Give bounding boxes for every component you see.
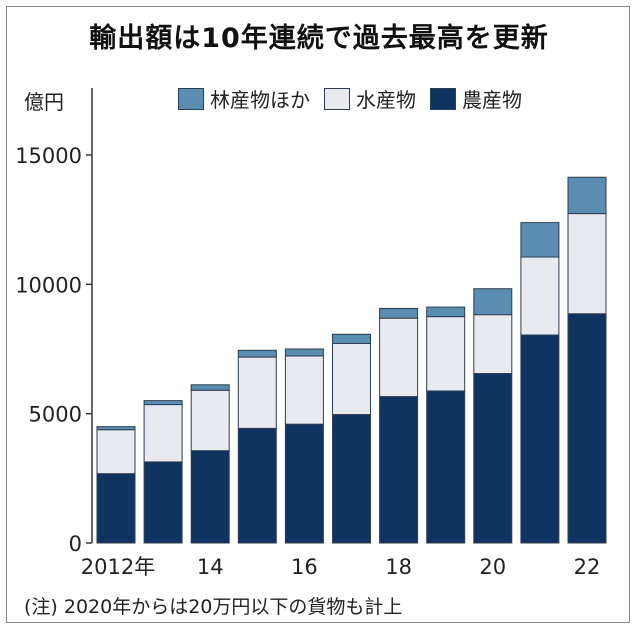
bar-2015-series-0	[237, 427, 277, 544]
bar-2012-series-1	[96, 429, 136, 475]
bar-2016-series-0	[284, 423, 324, 544]
bar-2020-series-0	[473, 373, 513, 544]
x-tick-label-2: 14	[197, 555, 224, 579]
bar-2022-series-0	[567, 313, 607, 544]
legend-item-forestry: 林産物ほか	[178, 84, 310, 113]
bar-2012-series-0	[96, 473, 136, 544]
bar-2017-series-1	[332, 342, 371, 416]
bar-2021-series-2	[520, 222, 560, 258]
bar-2012-series-2	[96, 426, 136, 431]
bar-2021-series-0	[520, 334, 560, 544]
bar-2013-series-1	[143, 404, 183, 463]
bar-2019-series-0	[426, 390, 466, 544]
x-tick-label-0: 2012年	[81, 555, 155, 579]
footnote: (注) 2020年からは20万円以下の貨物も計上	[24, 596, 403, 618]
bar-2018-series-1	[379, 317, 419, 398]
legend: 林産物ほか 水産物 農産物	[178, 84, 536, 113]
legend-swatch-agricultural	[430, 87, 456, 110]
y-tick-label-5000: 5000	[29, 403, 82, 427]
legend-swatch-marine	[324, 87, 350, 110]
bar-2015-series-1	[237, 356, 277, 429]
bar-2020-series-2	[473, 288, 513, 316]
bar-2019-series-2	[426, 306, 466, 318]
bar-2016-series-2	[284, 348, 324, 357]
bar-2014-series-1	[190, 389, 230, 452]
legend-label-forestry: 林産物ほか	[210, 88, 310, 112]
bar-2017-series-2	[332, 333, 371, 344]
bar-2014-series-2	[190, 384, 230, 391]
bar-2021-series-1	[520, 256, 560, 336]
bar-2022-series-1	[567, 213, 607, 315]
x-tick-label-6: 18	[385, 555, 412, 579]
legend-swatch-forestry	[178, 87, 204, 110]
chart-frame	[6, 6, 630, 623]
legend-item-marine: 水産物	[324, 84, 416, 113]
legend-item-agricultural: 農産物	[430, 84, 522, 113]
bar-2022-series-2	[567, 176, 607, 215]
x-tick-label-4: 16	[291, 555, 318, 579]
bar-2014-series-0	[190, 450, 230, 544]
y-tick-label-15000: 15000	[15, 144, 82, 168]
bar-2015-series-2	[237, 349, 277, 358]
x-tick-label-8: 20	[479, 555, 506, 579]
x-tick-label-10: 22	[574, 555, 601, 579]
bar-2013-series-2	[143, 400, 183, 406]
y-tick-label-10000: 10000	[15, 273, 82, 297]
chart-title: 輸出額は10年連続で過去最高を更新	[89, 23, 549, 54]
legend-label-marine: 水産物	[356, 88, 416, 112]
y-axis-unit-label: 億円	[24, 90, 64, 114]
bar-2020-series-1	[473, 314, 513, 375]
bar-2018-series-2	[379, 307, 419, 319]
y-tick-label-0: 0	[69, 532, 82, 556]
legend-label-agricultural: 農産物	[462, 88, 522, 112]
bar-2019-series-1	[426, 316, 466, 392]
bar-2017-series-0	[332, 414, 371, 544]
bar-2013-series-0	[143, 461, 183, 544]
bar-2016-series-1	[284, 355, 324, 425]
bar-2018-series-0	[379, 396, 419, 544]
